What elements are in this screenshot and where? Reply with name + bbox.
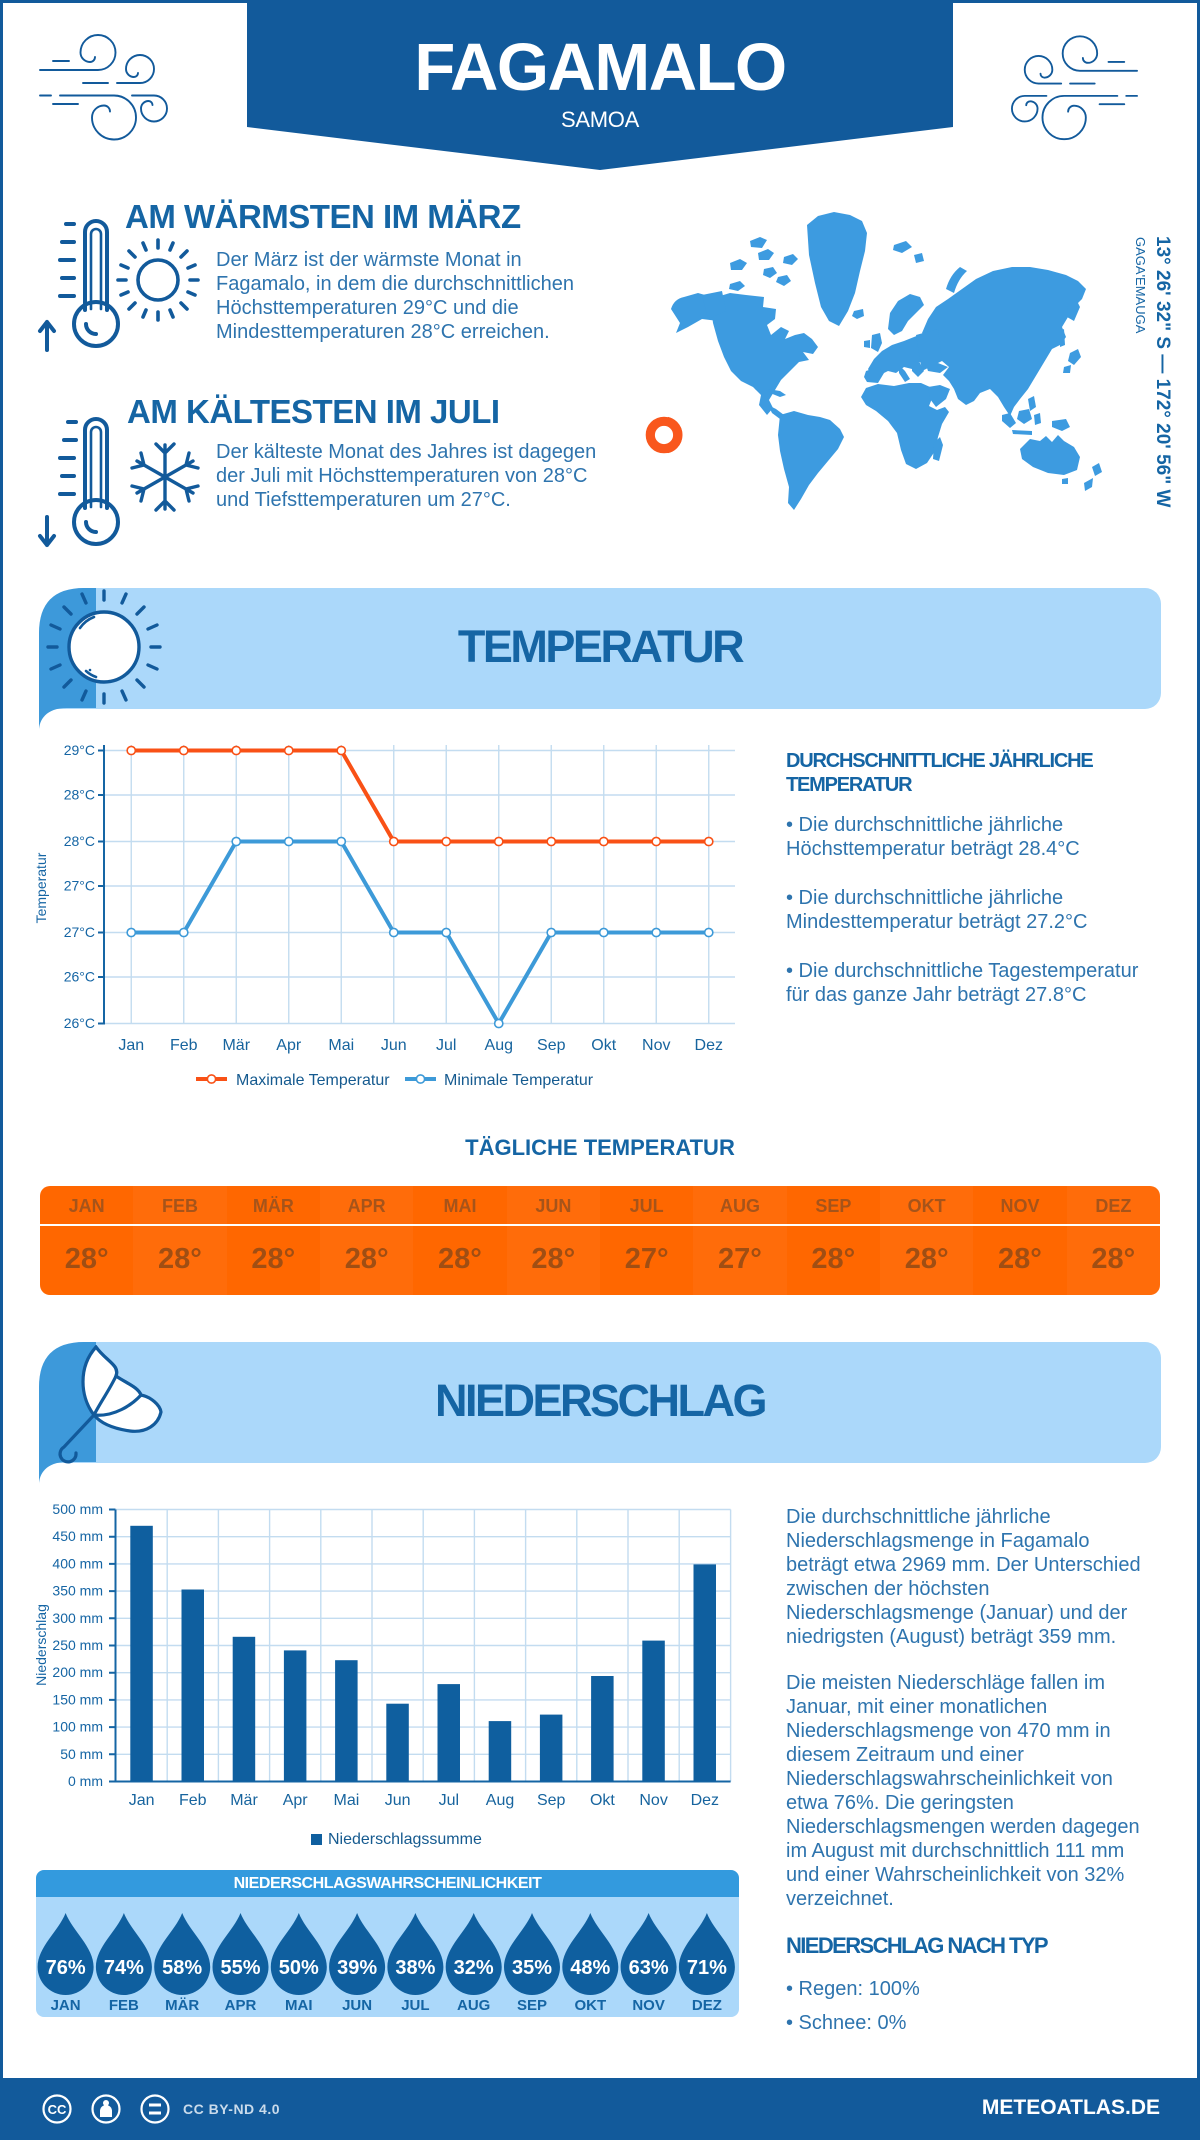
svg-text:Nov: Nov: [639, 1792, 667, 1809]
svg-text:450 mm: 450 mm: [52, 1528, 103, 1544]
svg-text:Jun: Jun: [381, 1037, 407, 1054]
svg-text:Minimale Temperatur: Minimale Temperatur: [444, 1072, 594, 1089]
svg-text:39%: 39%: [337, 1957, 377, 1979]
svg-text:JUL: JUL: [401, 1997, 429, 2014]
svg-text:APR: APR: [225, 1997, 257, 2014]
svg-text:Okt: Okt: [591, 1037, 616, 1054]
svg-text:28°C: 28°C: [64, 833, 95, 849]
svg-text:76%: 76%: [46, 1957, 86, 1979]
svg-text:0 mm: 0 mm: [68, 1773, 103, 1789]
svg-text:50 mm: 50 mm: [60, 1746, 103, 1762]
svg-text:FEB: FEB: [109, 1997, 139, 2014]
svg-text:26°C: 26°C: [64, 1015, 95, 1031]
svg-text:Aug: Aug: [486, 1792, 514, 1809]
svg-text:26°C: 26°C: [64, 969, 95, 985]
svg-text:50%: 50%: [279, 1957, 319, 1979]
svg-text:Jul: Jul: [439, 1792, 459, 1809]
svg-text:NOV: NOV: [632, 1997, 665, 2014]
svg-text:Feb: Feb: [170, 1037, 198, 1054]
svg-text:58%: 58%: [162, 1957, 202, 1979]
svg-text:CC: CC: [48, 2102, 67, 2117]
svg-text:Mai: Mai: [328, 1037, 354, 1054]
svg-text:38%: 38%: [395, 1957, 435, 1979]
svg-text:200 mm: 200 mm: [52, 1664, 103, 1680]
svg-text:Mai: Mai: [334, 1792, 360, 1809]
svg-text:Niederschlag: Niederschlag: [33, 1604, 49, 1686]
svg-text:48%: 48%: [570, 1957, 610, 1979]
svg-text:DEZ: DEZ: [692, 1997, 722, 2014]
svg-text:Jul: Jul: [436, 1037, 456, 1054]
svg-text:55%: 55%: [220, 1957, 260, 1979]
svg-text:Jan: Jan: [118, 1037, 144, 1054]
svg-text:Jan: Jan: [129, 1792, 155, 1809]
svg-text:27°C: 27°C: [64, 924, 95, 940]
svg-text:250 mm: 250 mm: [52, 1637, 103, 1653]
svg-text:Dez: Dez: [691, 1792, 719, 1809]
svg-text:MAI: MAI: [285, 1997, 313, 2014]
svg-text:27°C: 27°C: [64, 878, 95, 894]
svg-text:500 mm: 500 mm: [52, 1501, 103, 1517]
svg-text:350 mm: 350 mm: [52, 1583, 103, 1599]
svg-text:Jun: Jun: [385, 1792, 411, 1809]
svg-text:35%: 35%: [512, 1957, 552, 1979]
svg-text:Sep: Sep: [537, 1037, 566, 1054]
svg-text:JUN: JUN: [342, 1997, 372, 2014]
svg-text:Dez: Dez: [695, 1037, 723, 1054]
svg-text:300 mm: 300 mm: [52, 1610, 103, 1626]
svg-text:400 mm: 400 mm: [52, 1555, 103, 1571]
svg-text:Apr: Apr: [283, 1792, 309, 1809]
svg-text:Mär: Mär: [230, 1792, 258, 1809]
svg-text:Okt: Okt: [590, 1792, 615, 1809]
svg-text:74%: 74%: [104, 1957, 144, 1979]
svg-text:Temperatur: Temperatur: [33, 852, 49, 923]
svg-text:MÄR: MÄR: [165, 1997, 199, 2014]
svg-text:Aug: Aug: [485, 1037, 513, 1054]
svg-text:32%: 32%: [454, 1957, 494, 1979]
svg-text:Maximale Temperatur: Maximale Temperatur: [236, 1072, 390, 1089]
svg-text:JAN: JAN: [51, 1997, 81, 2014]
svg-text:AUG: AUG: [457, 1997, 490, 2014]
svg-text:Niederschlagssumme: Niederschlagssumme: [328, 1831, 482, 1848]
svg-text:28°C: 28°C: [64, 787, 95, 803]
svg-text:Feb: Feb: [179, 1792, 207, 1809]
svg-text:100 mm: 100 mm: [52, 1719, 103, 1735]
svg-text:Mär: Mär: [222, 1037, 250, 1054]
svg-text:Nov: Nov: [642, 1037, 670, 1054]
svg-text:29°C: 29°C: [64, 742, 95, 758]
svg-text:63%: 63%: [629, 1957, 669, 1979]
svg-text:71%: 71%: [687, 1957, 727, 1979]
svg-text:150 mm: 150 mm: [52, 1691, 103, 1707]
svg-text:SEP: SEP: [517, 1997, 547, 2014]
svg-text:OKT: OKT: [574, 1997, 606, 2014]
svg-text:Sep: Sep: [537, 1792, 566, 1809]
svg-text:Apr: Apr: [276, 1037, 302, 1054]
